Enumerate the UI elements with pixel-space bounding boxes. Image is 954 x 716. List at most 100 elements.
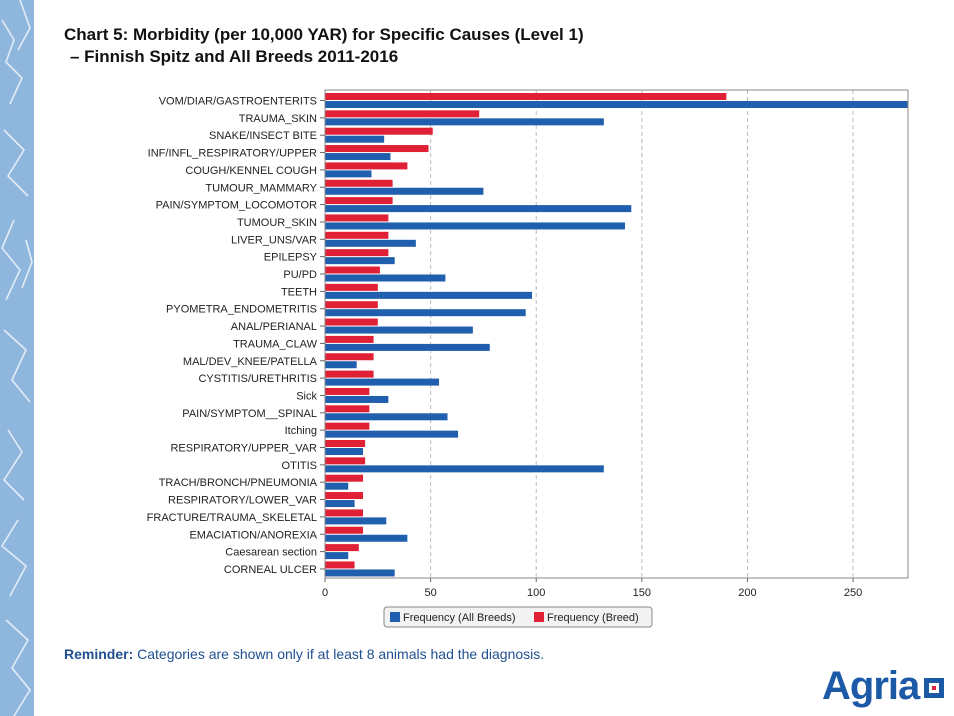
bar-layer: [325, 93, 908, 577]
bar-all-breeds-26: [325, 552, 349, 560]
plot-frame: [324, 89, 909, 579]
chart-title-line1: Chart 5: Morbidity (per 10,000 YAR) for …: [64, 25, 584, 44]
reminder-text: Categories are shown only if at least 8 …: [133, 646, 545, 662]
bar-all-breeds-6: [325, 205, 632, 213]
bar-all-breeds-9: [325, 257, 395, 265]
category-label-24: FRACTURE/TRAUMA_SKELETAL: [147, 512, 317, 524]
category-label-15: MAL/DEV_KNEE/PATELLA: [183, 356, 318, 368]
x-tick-label-150: 150: [633, 587, 651, 599]
category-label-3: INF/INFL_RESPIRATORY/UPPER: [148, 148, 317, 160]
category-label-4: COUGH/KENNEL COUGH: [185, 165, 317, 177]
chart-legend: Frequency (All Breeds) Frequency (Breed): [383, 606, 653, 628]
category-label-23: RESPIRATORY/LOWER_VAR: [168, 495, 317, 507]
bar-all-breeds-23: [325, 500, 355, 508]
bar-all-breeds-7: [325, 222, 625, 230]
category-label-19: Itching: [285, 425, 317, 437]
category-labels: VOM/DIAR/GASTROENTERITS TRAUMA_SKIN SNAKE/…: [147, 96, 325, 576]
category-label-5: TUMOUR_MAMMARY: [205, 182, 317, 194]
category-label-25: EMACIATION/ANOREXIA: [189, 529, 317, 541]
category-label-27: CORNEAL ULCER: [224, 564, 317, 576]
bar-breed-9: [325, 249, 389, 257]
category-label-13: ANAL/PERIANAL: [231, 321, 317, 333]
chart-title: Chart 5: Morbidity (per 10,000 YAR) for …: [64, 24, 584, 68]
agria-logo-mark-icon: [924, 678, 944, 698]
morbidity-bar-chart: VOM/DIAR/GASTROENTERITS TRAUMA_SKIN SNAKE/…: [147, 89, 909, 628]
category-label-12: PYOMETRA_ENDOMETRITIS: [166, 304, 317, 316]
bar-all-breeds-0: [325, 101, 908, 108]
bar-breed-22: [325, 474, 364, 482]
bar-all-breeds-24: [325, 517, 387, 525]
category-label-22: TRACH/BRONCH/PNEUMONIA: [159, 477, 318, 489]
bar-all-breeds-12: [325, 309, 526, 317]
reminder-note: Reminder: Categories are shown only if a…: [64, 646, 544, 662]
bar-all-breeds-21: [325, 465, 604, 473]
category-label-17: Sick: [296, 390, 317, 402]
bar-all-breeds-25: [325, 534, 408, 542]
bar-breed-6: [325, 197, 393, 205]
grid-layer: [430, 90, 854, 578]
bar-all-breeds-15: [325, 361, 357, 369]
bar-breed-27: [325, 561, 355, 569]
bar-breed-24: [325, 509, 364, 517]
decorative-side-band: [0, 0, 34, 716]
legend-box: [383, 606, 653, 628]
bar-breed-17: [325, 387, 370, 395]
bar-all-breeds-3: [325, 153, 391, 161]
x-tick-label-250: 250: [844, 587, 862, 599]
bar-all-breeds-10: [325, 274, 446, 282]
side-band-pattern: [0, 0, 33, 716]
bar-breed-13: [325, 318, 378, 326]
category-label-7: TUMOUR_SKIN: [237, 217, 317, 229]
bar-all-breeds-2: [325, 135, 385, 143]
bar-breed-12: [325, 301, 378, 309]
bar-breed-5: [325, 179, 393, 187]
category-label-26: Caesarean section: [225, 547, 317, 559]
legend-label-breed: Frequency (Breed): [547, 612, 639, 624]
bar-breed-19: [325, 422, 370, 430]
bar-breed-2: [325, 127, 433, 135]
bar-all-breeds-5: [325, 187, 484, 195]
category-label-20: RESPIRATORY/UPPER_VAR: [170, 443, 317, 455]
category-label-1: TRAUMA_SKIN: [239, 113, 317, 125]
bar-breed-11: [325, 283, 378, 291]
x-tick-label-0: 0: [322, 587, 328, 599]
bar-breed-7: [325, 214, 389, 222]
bar-breed-25: [325, 526, 364, 534]
bar-all-breeds-16: [325, 378, 440, 386]
category-label-21: OTITIS: [282, 460, 317, 472]
x-tick-label-200: 200: [738, 587, 756, 599]
bar-breed-26: [325, 544, 359, 552]
bar-all-breeds-11: [325, 291, 533, 299]
category-label-18: PAIN/SYMPTOM__SPINAL: [182, 408, 317, 420]
category-label-0: VOM/DIAR/GASTROENTERITS: [159, 96, 317, 108]
bar-all-breeds-8: [325, 239, 416, 247]
bar-breed-16: [325, 370, 374, 378]
bar-breed-0: [325, 93, 727, 100]
category-label-8: LIVER_UNS/VAR: [231, 234, 317, 246]
bar-all-breeds-22: [325, 482, 349, 490]
bar-breed-1: [325, 110, 480, 118]
x-tick-label-100: 100: [527, 587, 545, 599]
bar-all-breeds-13: [325, 326, 473, 334]
legend-swatch-breed: [534, 612, 544, 622]
bar-breed-23: [325, 492, 364, 500]
legend-label-all-breeds: Frequency (All Breeds): [403, 612, 516, 624]
bar-breed-18: [325, 405, 370, 413]
bar-breed-8: [325, 231, 389, 239]
bar-breed-3: [325, 145, 429, 153]
bar-breed-21: [325, 457, 366, 465]
bar-all-breeds-18: [325, 413, 448, 421]
bar-breed-10: [325, 266, 380, 274]
category-label-9: EPILEPSY: [264, 252, 318, 264]
chart-title-line2: – Finnish Spitz and All Breeds 2011-2016: [70, 47, 399, 66]
category-label-11: TEETH: [281, 286, 317, 298]
legend-swatch-all-breeds: [390, 612, 400, 622]
x-axis-ticks: 0 50 100 150 200 250: [322, 578, 862, 599]
category-label-10: PU/PD: [283, 269, 317, 281]
bar-breed-20: [325, 440, 366, 447]
bar-all-breeds-19: [325, 430, 459, 438]
bar-breed-15: [325, 353, 374, 361]
bar-all-breeds-17: [325, 395, 389, 403]
x-tick-label-50: 50: [424, 587, 436, 599]
category-label-16: CYSTITIS/URETHRITIS: [198, 373, 317, 385]
